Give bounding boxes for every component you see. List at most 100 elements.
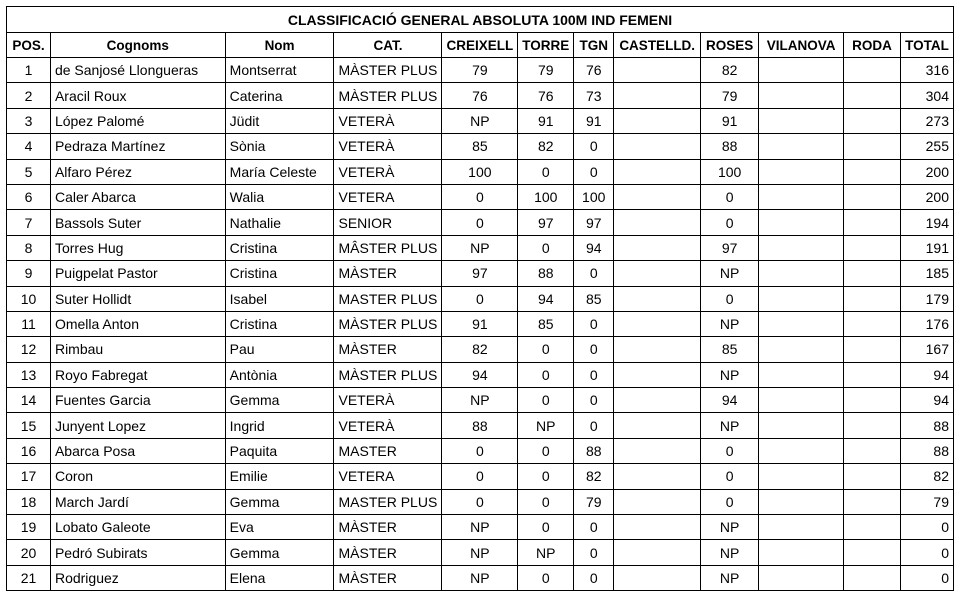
cell-creixell: NP [441, 234, 519, 262]
cell-cognoms: Lobato Galeote [49, 514, 226, 541]
cell-pos: 11 [6, 310, 51, 338]
cell-tgn: 88 [573, 437, 615, 465]
cell-castelld [613, 285, 702, 312]
cell-torre: 88 [517, 260, 575, 287]
cell-castelld [613, 209, 702, 236]
header-nom: Nom [224, 32, 335, 58]
cell-cognoms: Caler Abarca [49, 183, 226, 211]
cell-nom: Nathalie [224, 209, 335, 236]
cell-torre: 82 [517, 133, 575, 160]
cell-nom: Montserrat [224, 56, 335, 84]
cell-cat: VETERA [333, 463, 443, 490]
cell-torre: 94 [517, 285, 575, 312]
cell-castelld [613, 336, 702, 363]
table-row: 3 López Palomé Jüdit VETERÀ NP 91 91 91 273 [6, 107, 954, 135]
cell-cat: MÀSTER [333, 514, 443, 541]
cell-total: 0 [899, 564, 954, 592]
cell-cat: MÀSTER [333, 539, 443, 566]
cell-nom: Antònia [224, 361, 335, 389]
cell-castelld [613, 234, 702, 262]
cell-total: 94 [899, 387, 954, 414]
cell-castelld [613, 463, 702, 490]
cell-castelld [613, 437, 702, 465]
cell-total: 179 [899, 285, 954, 312]
cell-tgn: 0 [573, 336, 615, 363]
cell-nom: Walia [224, 183, 335, 211]
cell-creixell: 0 [441, 285, 519, 312]
cell-creixell: 94 [441, 361, 519, 389]
header-cognoms: Cognoms [49, 32, 226, 58]
cell-roses: 0 [700, 488, 760, 516]
cell-cat: MÀSTER [333, 260, 443, 287]
cell-total: 0 [899, 539, 954, 566]
cell-tgn: 0 [573, 158, 615, 185]
cell-cat: MÀSTER PLUS [333, 361, 443, 389]
header-tgn: TGN [573, 32, 615, 58]
cell-pos: 20 [6, 539, 51, 566]
cell-nom: Caterina [224, 82, 335, 109]
cell-vilanova [758, 336, 845, 363]
cell-nom: Elena [224, 564, 335, 592]
cell-castelld [613, 133, 702, 160]
cell-nom: Ingrid [224, 412, 335, 439]
cell-cognoms: Rimbau [49, 336, 226, 363]
cell-pos: 14 [6, 387, 51, 414]
cell-creixell: NP [441, 514, 519, 541]
cell-tgn: 100 [573, 183, 615, 211]
cell-torre: 0 [517, 463, 575, 490]
cell-vilanova [758, 361, 845, 389]
cell-cat: MÀSTER PLUS [333, 82, 443, 109]
cell-nom: María Celeste [224, 158, 335, 185]
cell-roses: NP [700, 514, 760, 541]
cell-tgn: 0 [573, 412, 615, 439]
cell-total: 194 [899, 209, 954, 236]
cell-nom: Paquita [224, 437, 335, 465]
cell-tgn: 85 [573, 285, 615, 312]
cell-cognoms: Junyent Lopez [49, 412, 226, 439]
cell-creixell: 85 [441, 133, 519, 160]
cell-tgn: 79 [573, 488, 615, 516]
cell-cognoms: Abarca Posa [49, 437, 226, 465]
cell-roda [843, 234, 901, 262]
cell-total: 79 [899, 488, 954, 516]
cell-castelld [613, 361, 702, 389]
cell-total: 200 [899, 158, 954, 185]
cell-cognoms: Pedró Subirats [49, 539, 226, 566]
cell-vilanova [758, 56, 845, 84]
cell-total: 185 [899, 260, 954, 287]
cell-roda [843, 107, 901, 135]
cell-cat: SENIOR [333, 209, 443, 236]
cell-pos: 7 [6, 209, 51, 236]
header-row: POS. Cognoms Nom CAT. CREIXELL TORRE TGN CASTEL… [6, 32, 954, 58]
table-row: 7 Bassols Suter Nathalie SENIOR 0 97 97 0 194 [6, 209, 954, 236]
cell-roda [843, 539, 901, 566]
cell-cat: MÀSTER [333, 336, 443, 363]
cell-nom: Emilie [224, 463, 335, 490]
cell-vilanova [758, 564, 845, 592]
cell-pos: 21 [6, 564, 51, 592]
cell-vilanova [758, 133, 845, 160]
cell-pos: 17 [6, 463, 51, 490]
cell-total: 88 [899, 437, 954, 465]
header-total: TOTAL [899, 32, 954, 58]
cell-vilanova [758, 234, 845, 262]
cell-tgn: 73 [573, 82, 615, 109]
cell-roda [843, 158, 901, 185]
cell-castelld [613, 412, 702, 439]
cell-roses: 0 [700, 437, 760, 465]
table-row: 10 Suter Hollidt Isabel MASTER PLUS 0 94 85 0 17… [6, 285, 954, 312]
cell-pos: 12 [6, 336, 51, 363]
cell-roda [843, 437, 901, 465]
cell-pos: 9 [6, 260, 51, 287]
cell-tgn: 0 [573, 539, 615, 566]
cell-roda [843, 463, 901, 490]
cell-roses: 0 [700, 463, 760, 490]
cell-total: 191 [899, 234, 954, 262]
cell-cat: MASTER [333, 437, 443, 465]
table-row: 15 Junyent Lopez Ingrid VETERÀ 88 NP 0 NP 88 [6, 412, 954, 439]
cell-cat: VETERÀ [333, 387, 443, 414]
cell-vilanova [758, 285, 845, 312]
cell-creixell: 100 [441, 158, 519, 185]
table-row: 21 Rodriguez Elena MÀSTER NP 0 0 NP 0 [6, 564, 954, 592]
cell-tgn: 0 [573, 133, 615, 160]
